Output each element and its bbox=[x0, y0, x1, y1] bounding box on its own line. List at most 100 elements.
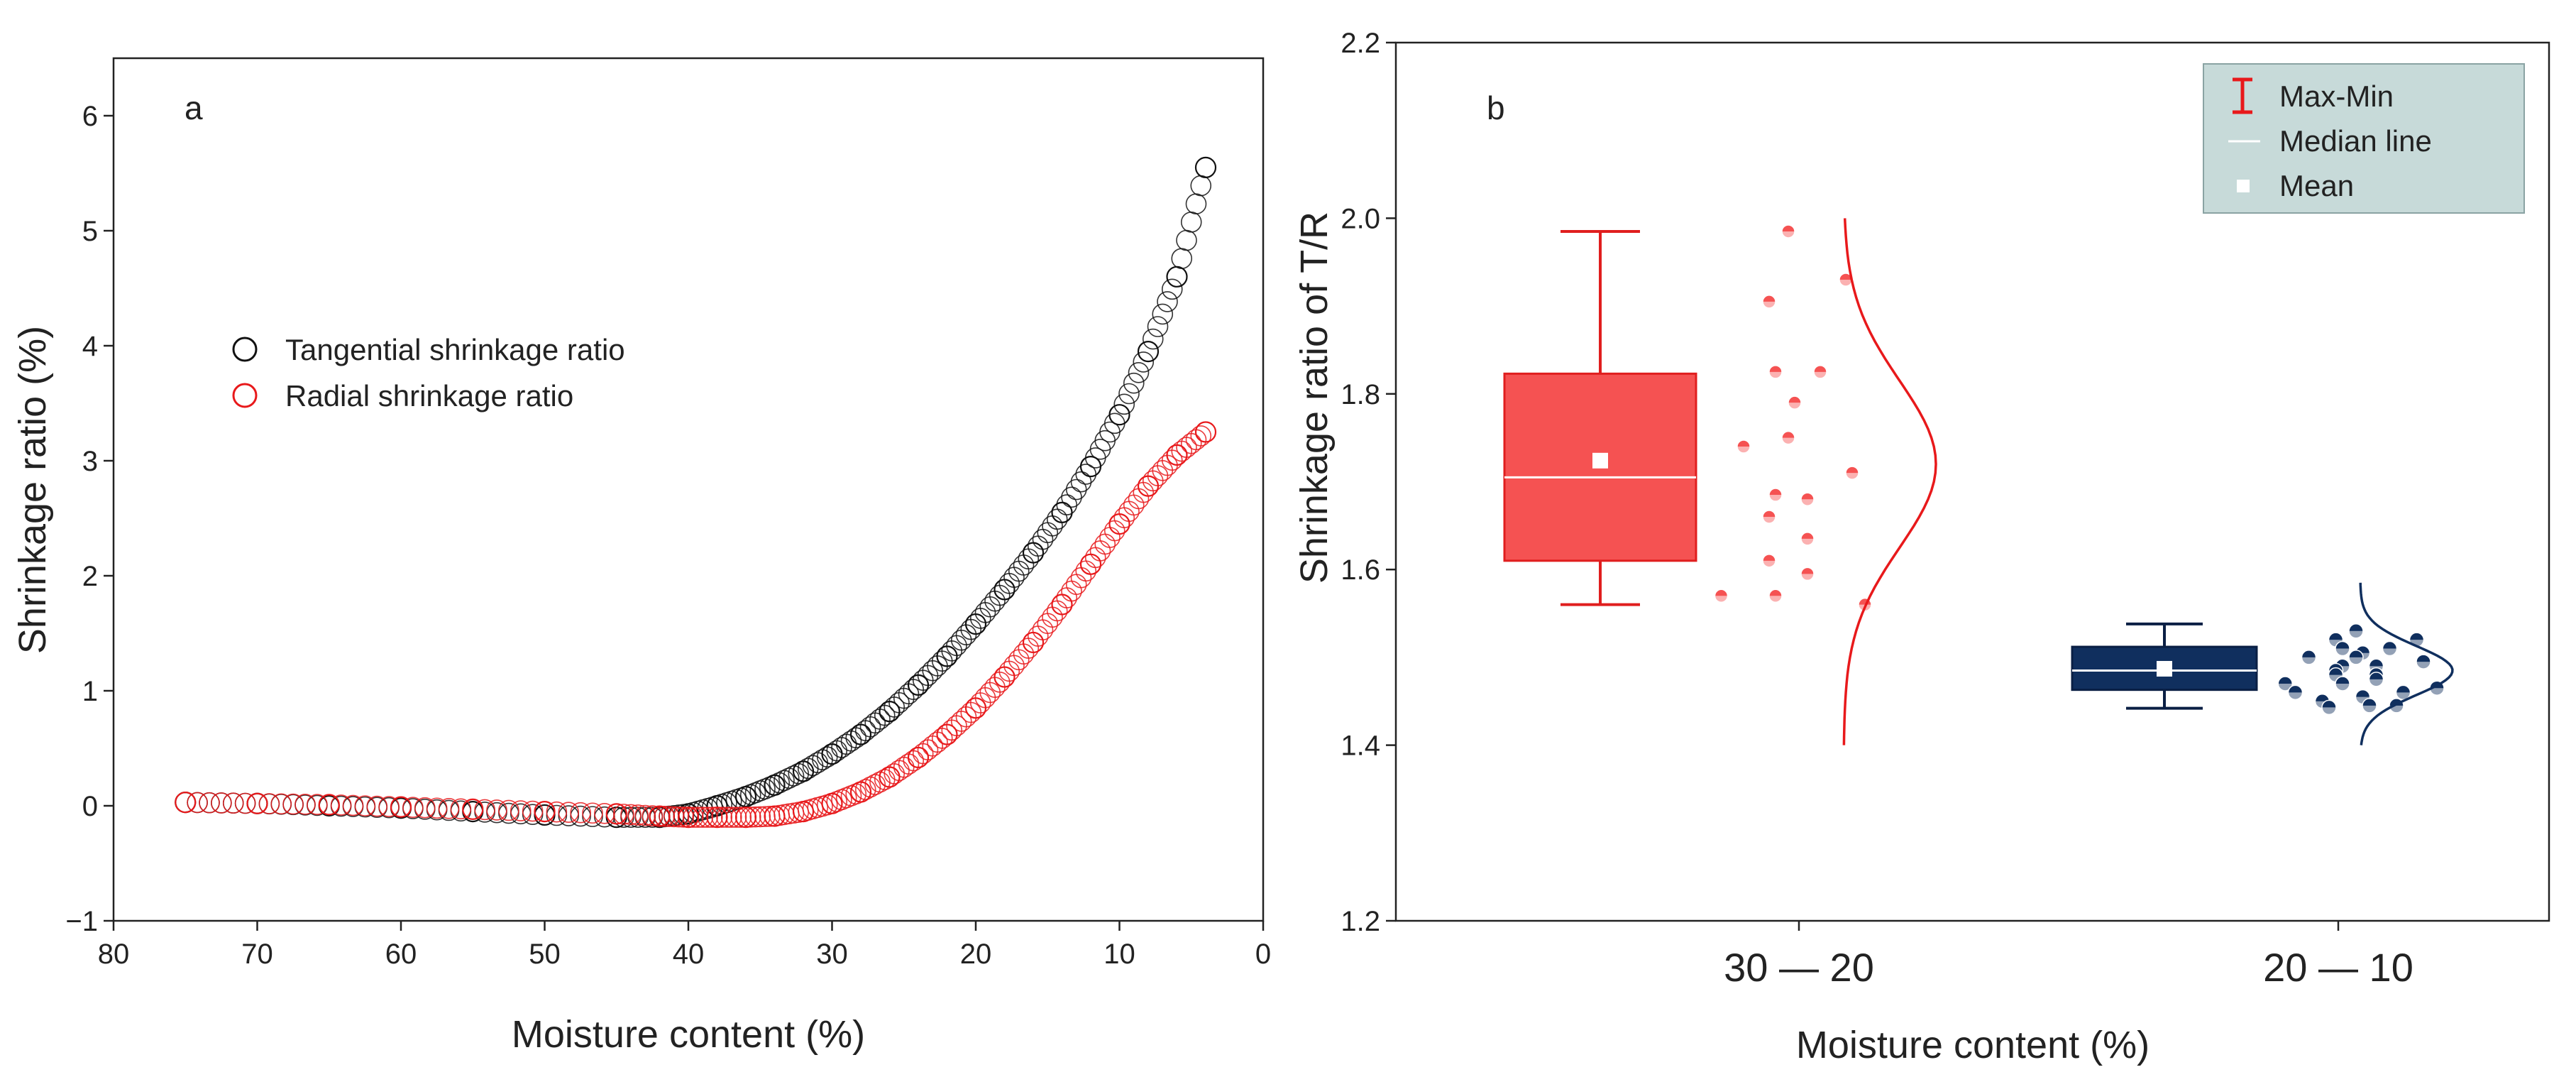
panel-b-y-tick-label: 1.8 bbox=[1341, 379, 1380, 410]
trace-marker bbox=[864, 774, 886, 795]
data-point-highlight bbox=[1814, 371, 1827, 378]
trace-marker bbox=[414, 797, 436, 819]
data-point-highlight bbox=[1763, 516, 1776, 523]
trace-marker bbox=[1065, 479, 1087, 501]
trace-marker bbox=[1018, 638, 1040, 659]
trace-marker bbox=[730, 807, 752, 828]
trace-marker bbox=[1046, 508, 1068, 530]
trace-marker bbox=[668, 806, 690, 828]
data-point bbox=[2301, 650, 2317, 665]
data-point bbox=[1768, 488, 1783, 502]
panel-b-category-label: 30 — 20 bbox=[1724, 945, 1874, 990]
trace-marker bbox=[1027, 625, 1049, 647]
data-point bbox=[2348, 650, 2364, 665]
trace-marker bbox=[927, 655, 948, 677]
distribution-curve bbox=[1842, 218, 1937, 745]
trace-marker bbox=[749, 780, 771, 802]
data-point bbox=[1051, 501, 1073, 524]
mean-marker bbox=[1592, 452, 1608, 469]
panel-a-letter: a bbox=[185, 89, 203, 126]
trace-marker bbox=[1013, 554, 1035, 576]
panel-b-y-axis-title: Shrinkage ratio of T/R bbox=[1293, 212, 1336, 584]
trace-marker bbox=[510, 800, 532, 821]
data-point-highlight bbox=[1737, 447, 1750, 454]
trace-marker bbox=[835, 787, 857, 809]
trace-marker bbox=[1075, 464, 1097, 485]
tangential-series bbox=[175, 156, 1217, 829]
trace-marker bbox=[1046, 600, 1068, 622]
data-point bbox=[246, 792, 268, 814]
trace-marker bbox=[1037, 613, 1059, 635]
data-point bbox=[462, 798, 484, 820]
trace-marker bbox=[998, 572, 1020, 594]
panel-a-y-tick-label: 2 bbox=[82, 561, 98, 592]
panel-a-x-tick-label: 70 bbox=[241, 939, 273, 970]
trace-marker bbox=[701, 807, 723, 828]
trace-marker bbox=[774, 770, 795, 792]
group-20-10 bbox=[2071, 582, 2454, 745]
data-point bbox=[2395, 684, 2411, 701]
trace-marker bbox=[788, 762, 810, 784]
panel-b-legend: Max-Min Median line Mean bbox=[2203, 63, 2525, 214]
trace-marker bbox=[620, 804, 642, 826]
trace-marker bbox=[546, 804, 568, 826]
trace-marker bbox=[258, 793, 280, 814]
trace-marker bbox=[744, 806, 766, 828]
panel-b-x-axis-title: Moisture content (%) bbox=[1796, 1024, 2150, 1066]
mean-marker bbox=[2157, 660, 2172, 677]
trace-marker bbox=[307, 794, 328, 815]
trace-marker bbox=[366, 795, 388, 817]
data-point-highlight bbox=[1769, 371, 1782, 378]
data-point-highlight bbox=[1714, 596, 1728, 603]
trace-marker bbox=[725, 807, 747, 828]
data-point bbox=[1022, 631, 1045, 654]
trace-marker bbox=[450, 798, 472, 820]
data-point bbox=[1762, 554, 1776, 568]
legend-radial-label: Radial shrinkage ratio bbox=[285, 379, 573, 412]
data-point-trace bbox=[187, 425, 1212, 828]
trace-marker bbox=[720, 807, 742, 828]
trace-marker bbox=[1133, 481, 1155, 503]
data-point-highlight bbox=[2382, 648, 2397, 656]
trace-marker bbox=[1070, 567, 1092, 589]
trace-marker bbox=[613, 804, 634, 825]
trace-marker bbox=[1190, 175, 1212, 197]
panel-a-x-tick-label: 10 bbox=[1103, 939, 1135, 970]
data-point bbox=[2416, 654, 2431, 669]
panel-b-x-ticks: 30 — 20 20 — 10 bbox=[1724, 921, 2413, 990]
trace-marker bbox=[1037, 522, 1059, 544]
data-point bbox=[1194, 156, 1217, 178]
data-point-highlight bbox=[2349, 630, 2363, 638]
panel-b-legend-box bbox=[2203, 63, 2525, 214]
trace-marker bbox=[1042, 515, 1063, 537]
data-point bbox=[1813, 365, 1827, 379]
data-point-highlight bbox=[1763, 301, 1776, 308]
trace-marker bbox=[673, 807, 695, 828]
trace-marker bbox=[582, 802, 603, 824]
data-point bbox=[318, 794, 340, 816]
trace-marker bbox=[1128, 488, 1150, 510]
data-point-highlight bbox=[2389, 705, 2404, 713]
trace-marker bbox=[1185, 429, 1207, 451]
panel-a-y-ticks: −1 0 1 2 3 4 5 6 bbox=[65, 101, 114, 937]
data-point-highlight bbox=[2416, 662, 2431, 669]
trace-marker bbox=[716, 807, 737, 828]
data-point bbox=[1137, 341, 1160, 363]
legend-radial-marker bbox=[232, 383, 258, 408]
trace-marker bbox=[1103, 412, 1125, 434]
data-point-trace bbox=[187, 175, 1212, 828]
data-point bbox=[849, 781, 872, 803]
data-point bbox=[534, 800, 556, 823]
data-point-highlight bbox=[2349, 657, 2363, 665]
trace-marker bbox=[1123, 494, 1145, 516]
trace-marker bbox=[1161, 278, 1183, 300]
trace-marker bbox=[1008, 649, 1030, 671]
data-point bbox=[1762, 295, 1776, 309]
panel-b-y-ticks: 1.2 1.4 1.6 1.8 2.0 2.2 bbox=[1341, 28, 1396, 937]
trace-marker bbox=[1099, 527, 1121, 548]
legend-tangential-marker bbox=[232, 337, 258, 362]
legend-median-line-label: Median line bbox=[2279, 124, 2432, 158]
data-point-highlight bbox=[1801, 574, 1814, 581]
trace-marker bbox=[739, 807, 761, 828]
